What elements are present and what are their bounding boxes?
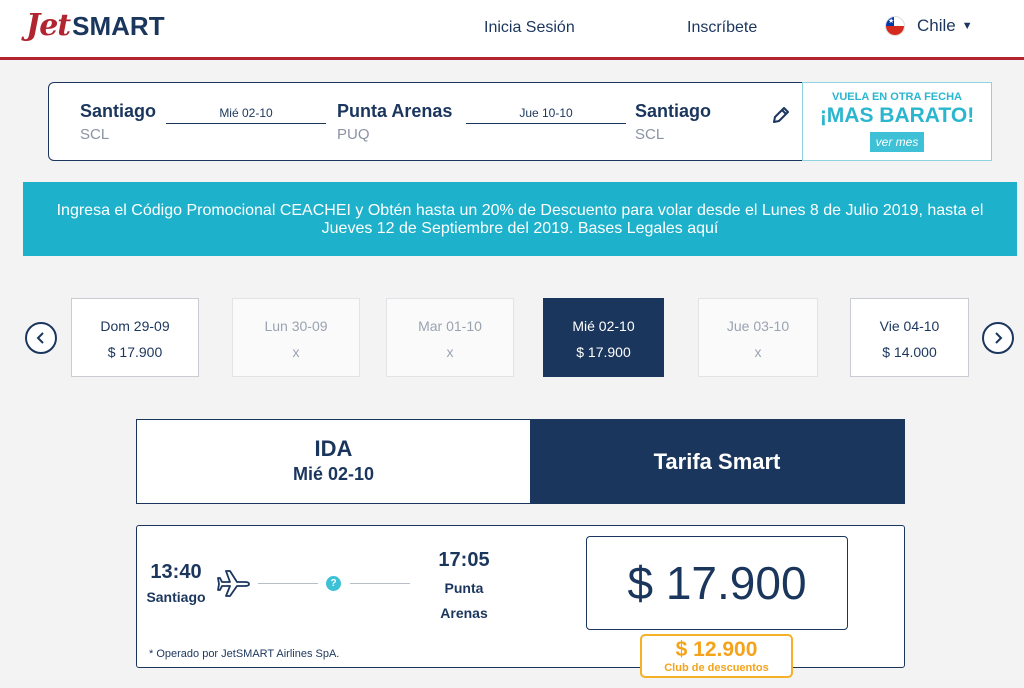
date-card[interactable]: Lun 30-09 x [232,298,360,377]
date-card-label: Mar 01-10 [418,318,482,334]
date-card-price: $ 14.000 [882,344,937,360]
date-card[interactable]: Jue 03-10 x [698,298,818,377]
outbound-date: Mié 02-10 [166,106,326,124]
date-card-label: Vie 04-10 [879,318,940,334]
promo-side-headline: ¡MAS BARATO! [819,104,975,127]
departure-city: Santiago [146,589,206,605]
date-card-label: Mié 02-10 [572,318,635,334]
chevron-left-icon [36,332,44,344]
route-summary: Santiago SCL Mié 02-10 Punta Arenas PUQ … [48,82,992,161]
next-dates-button[interactable] [982,322,1014,354]
logo-jet-text: Jet [26,8,71,43]
tarifa-smart-tab[interactable]: Tarifa Smart [530,420,904,503]
date-card-label: Jue 03-10 [726,318,790,334]
mid-code: PUQ [337,126,370,143]
caret-down-icon: ▼ [961,20,973,32]
view-month-button[interactable]: ver mes [869,132,925,152]
signup-link[interactable]: Inscríbete [687,19,758,36]
route-line-left [258,583,318,584]
prev-dates-button[interactable] [25,322,57,354]
date-card-price: x [292,344,300,360]
fare-tabs: IDA Mié 02-10 Tarifa Smart [136,419,905,504]
dest-code: SCL [635,126,665,143]
origin-city: Santiago [80,101,157,121]
chile-flag-icon: ★ [885,16,905,36]
cheaper-date-promo: VUELA EN OTRA FECHA ¡MAS BARATO! ver mes [802,82,992,161]
date-card[interactable]: Mar 01-10 x [386,298,514,377]
mid-city: Punta Arenas [337,101,453,121]
country-label: Chile [917,16,956,35]
date-card[interactable]: Vie 04-10 $ 14.000 [850,298,969,377]
return-date: Jue 10-10 [466,106,626,124]
origin-code: SCL [80,126,110,143]
chevron-right-icon [995,332,1003,344]
arrival-city: Punta Arenas [440,580,488,621]
date-card-price: x [446,344,454,360]
date-card-price: $ 17.900 [107,344,163,360]
edit-pencil-icon[interactable] [771,105,791,125]
departure-time: 13:40 [150,561,202,583]
flight-info-icon[interactable]: ? [326,576,341,591]
club-price: $ 12.900 [675,638,758,661]
jetsmart-logo[interactable]: Jet SMART [26,8,165,48]
ida-tab[interactable]: IDA Mié 02-10 [137,420,530,503]
airplane-icon [217,570,250,597]
promo-banner[interactable]: Ingresa el Código Promocional CEACHEI y … [23,182,1017,256]
header-divider [0,57,1024,60]
country-selector[interactable]: ★ Chile ▼ [885,16,973,36]
club-price-button[interactable]: $ 12.900 Club de descuentos [640,634,793,678]
date-card-price: x [754,344,762,360]
date-card-price: $ 17.900 [576,344,631,360]
date-card-label: Lun 30-09 [264,318,328,334]
date-card[interactable]: Dom 29-09 $ 17.900 [71,298,199,377]
club-label: Club de descuentos [664,662,769,674]
route-line-right [350,583,410,584]
arrival-time: 17:05 [438,549,490,571]
login-link[interactable]: Inicia Sesión [484,19,575,36]
fare-price-button[interactable]: $ 17.900 [586,536,848,630]
flight-option-card[interactable]: 13:40 Santiago ? 17:05 Punta Arenas * Op… [136,525,905,678]
operator-note: * Operado por JetSMART Airlines SpA. [149,648,340,660]
ida-title: IDA [314,436,353,461]
promo-side-title: VUELA EN OTRA FECHA [832,91,962,103]
date-card-label: Dom 29-09 [100,318,170,334]
top-header: Jet SMART Inicia Sesión Inscríbete ★ Chi… [0,0,1024,58]
date-card[interactable]: Mié 02-10 $ 17.900 [543,298,664,377]
dest-city: Santiago [635,101,712,121]
logo-smart-text: SMART [72,11,165,41]
ida-date: Mié 02-10 [292,464,375,484]
